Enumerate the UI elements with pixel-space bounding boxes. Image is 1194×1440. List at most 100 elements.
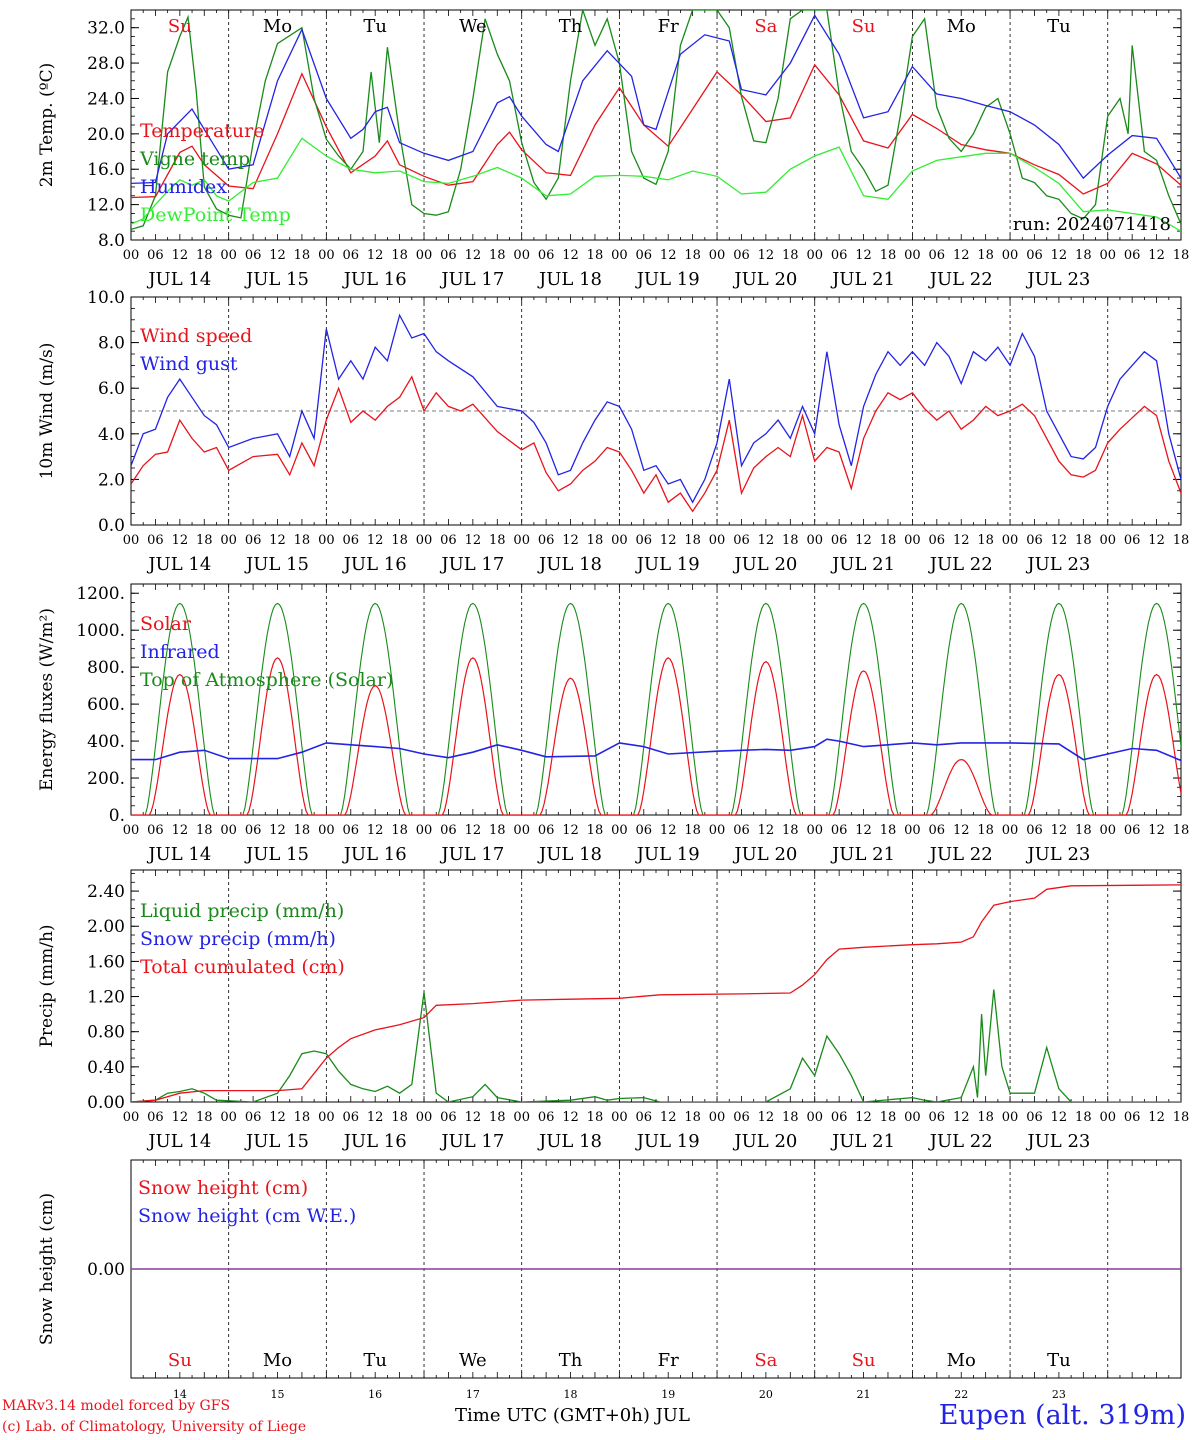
legend-entry: Liquid precip (mm/h) xyxy=(140,900,344,922)
day-label: JUL 16 xyxy=(342,269,407,290)
y-tick-label: 800. xyxy=(87,658,125,678)
hour-tick-label: 18 xyxy=(1075,533,1092,548)
hour-tick-label: 00 xyxy=(904,823,921,838)
hour-tick-label: 12 xyxy=(172,823,189,838)
hour-tick-label: 06 xyxy=(440,248,457,263)
hour-tick-label: 06 xyxy=(342,248,359,263)
y-tick-label: 1000. xyxy=(76,621,125,641)
y-tick-label: 0.40 xyxy=(87,1058,125,1078)
hour-tick-label: 12 xyxy=(562,823,579,838)
day-label: JUL 18 xyxy=(537,554,602,575)
hour-tick-label: 06 xyxy=(636,1110,653,1125)
y-tick-label: 1.60 xyxy=(87,952,125,972)
hour-tick-label: 18 xyxy=(587,823,604,838)
hour-tick-label: 18 xyxy=(684,248,701,263)
hour-tick-label: 18 xyxy=(196,1110,213,1125)
hour-tick-label: 18 xyxy=(196,823,213,838)
hour-tick-label: 12 xyxy=(953,533,970,548)
hour-tick-label: 00 xyxy=(1002,823,1019,838)
hour-tick-label: 18 xyxy=(782,533,799,548)
day-label: JUL 20 xyxy=(732,844,797,865)
hour-tick-label: 06 xyxy=(342,823,359,838)
day-label: JUL 15 xyxy=(244,269,309,290)
y-axis-title: Energy fluxes (W/m²) xyxy=(37,608,57,791)
hour-tick-label: 18 xyxy=(1075,1110,1092,1125)
y-tick-label: 400. xyxy=(87,732,125,752)
weekday-label: Tu xyxy=(363,16,387,37)
legend-entry: Snow precip (mm/h) xyxy=(140,928,336,950)
hour-tick-label: 06 xyxy=(342,1110,359,1125)
hour-tick-label: 06 xyxy=(636,248,653,263)
day-label: JUL 19 xyxy=(635,844,700,865)
hour-tick-label: 12 xyxy=(855,1110,872,1125)
day-label: JUL 14 xyxy=(146,269,211,290)
day-label: JUL 16 xyxy=(342,1131,407,1152)
hour-tick-label: 18 xyxy=(294,823,311,838)
hour-tick-label: 00 xyxy=(513,533,530,548)
hour-tick-label: 18 xyxy=(489,823,506,838)
hour-tick-label: 12 xyxy=(1148,1110,1165,1125)
hour-tick-label: 00 xyxy=(709,1110,726,1125)
hour-tick-label: 06 xyxy=(636,533,653,548)
y-tick-label: 20.0 xyxy=(87,125,125,145)
y-tick-label: 10.0 xyxy=(87,288,125,308)
day-label: JUL 19 xyxy=(635,554,700,575)
hour-tick-label: 00 xyxy=(318,823,335,838)
y-tick-label: 0. xyxy=(109,806,125,826)
hour-tick-label: 06 xyxy=(1124,823,1141,838)
hour-tick-label: 12 xyxy=(172,533,189,548)
day-number-label: 20 xyxy=(759,1388,773,1401)
hour-tick-label: 00 xyxy=(611,248,628,263)
hour-tick-label: 06 xyxy=(245,1110,262,1125)
hour-tick-label: 18 xyxy=(1173,533,1190,548)
hour-tick-label: 18 xyxy=(880,533,897,548)
hour-tick-label: 12 xyxy=(367,823,384,838)
day-label: JUL 20 xyxy=(732,1131,797,1152)
hour-tick-label: 12 xyxy=(269,248,286,263)
y-tick-label: 2.00 xyxy=(87,917,125,937)
hour-tick-label: 18 xyxy=(1075,248,1092,263)
hour-tick-label: 18 xyxy=(391,248,408,263)
series-toa-solar xyxy=(131,602,1181,815)
hour-tick-label: 12 xyxy=(1148,533,1165,548)
hour-tick-label: 18 xyxy=(196,533,213,548)
hour-tick-label: 00 xyxy=(709,823,726,838)
hour-tick-label: 06 xyxy=(929,533,946,548)
day-label: JUL 22 xyxy=(928,1131,993,1152)
hour-tick-label: 18 xyxy=(587,533,604,548)
hour-tick-label: 18 xyxy=(1173,248,1190,263)
hour-tick-label: 06 xyxy=(1026,533,1043,548)
hour-tick-label: 18 xyxy=(977,248,994,263)
day-label: JUL 23 xyxy=(1025,269,1090,290)
weekday-label: We xyxy=(459,16,487,37)
hour-tick-label: 18 xyxy=(684,823,701,838)
series-temperature xyxy=(131,63,1181,199)
legend-entry: Wind gust xyxy=(140,353,238,375)
hour-tick-label: 00 xyxy=(416,823,433,838)
weekday-label: Su xyxy=(168,1350,192,1371)
hour-tick-label: 00 xyxy=(806,248,823,263)
hour-tick-label: 12 xyxy=(855,248,872,263)
hour-tick-label: 00 xyxy=(1099,1110,1116,1125)
hour-tick-label: 12 xyxy=(269,533,286,548)
hour-tick-label: 00 xyxy=(220,533,237,548)
weekday-label: Su xyxy=(852,1350,876,1371)
legend-entry: Humidex xyxy=(140,176,227,198)
day-label: JUL 14 xyxy=(146,1131,211,1152)
x-axis-title: Time UTC (GMT+0h) JUL xyxy=(455,1405,690,1426)
hour-tick-label: 12 xyxy=(1051,823,1068,838)
y-axis-title: Snow height (cm) xyxy=(37,1193,57,1345)
hour-tick-label: 18 xyxy=(294,1110,311,1125)
hour-tick-label: 00 xyxy=(806,533,823,548)
hour-tick-label: 18 xyxy=(782,1110,799,1125)
series-humidex xyxy=(131,13,1181,185)
hour-tick-label: 00 xyxy=(611,533,628,548)
hour-tick-label: 06 xyxy=(831,533,848,548)
hour-tick-label: 12 xyxy=(367,1110,384,1125)
y-tick-label: 0.80 xyxy=(87,1023,125,1043)
hour-tick-label: 12 xyxy=(465,533,482,548)
hour-tick-label: 06 xyxy=(929,1110,946,1125)
hour-tick-label: 06 xyxy=(733,248,750,263)
y-axis-title: 2m Temp. (ºC) xyxy=(37,63,57,188)
hour-tick-label: 12 xyxy=(1051,1110,1068,1125)
